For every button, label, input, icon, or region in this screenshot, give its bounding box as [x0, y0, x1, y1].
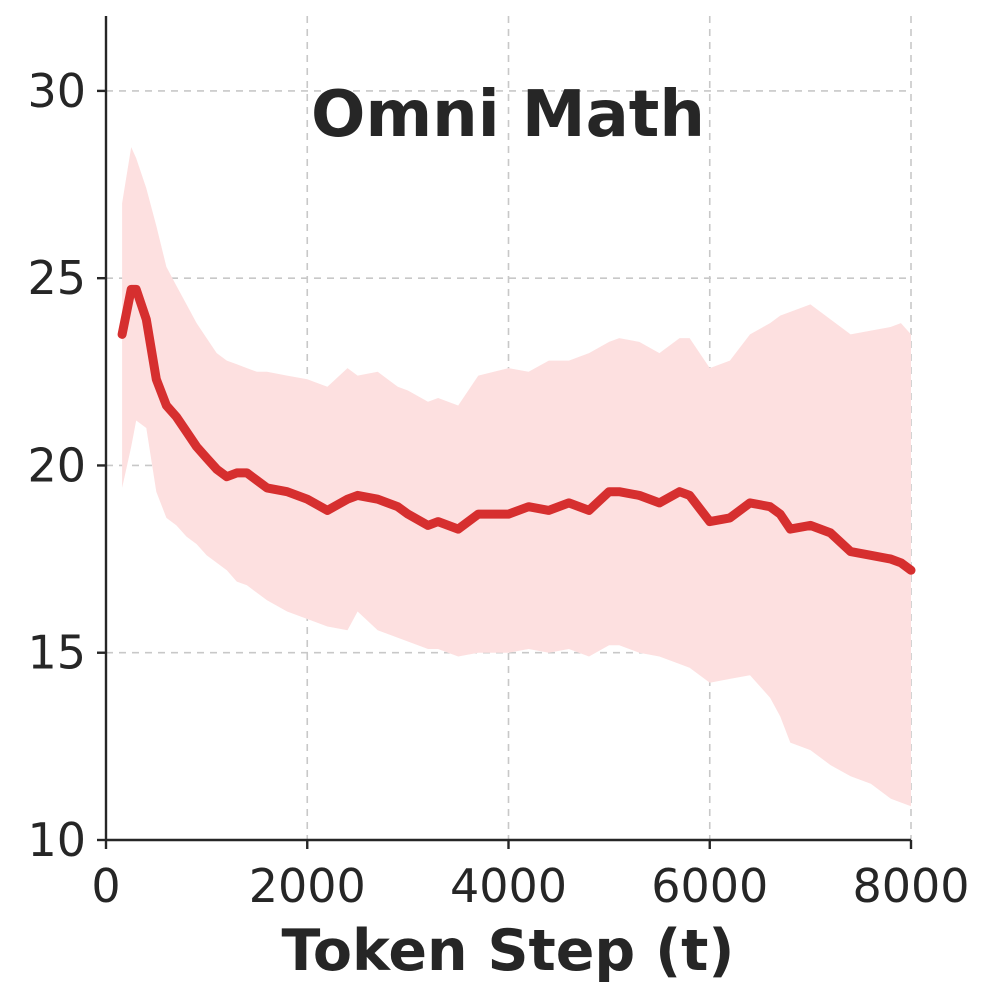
confidence-band-layer [122, 147, 912, 807]
y-tick-label: 20 [27, 438, 86, 492]
confidence-band [122, 147, 912, 807]
x-tick-label: 8000 [852, 859, 969, 913]
x-tick-label: 6000 [651, 859, 768, 913]
x-tick-label: 4000 [450, 859, 567, 913]
y-tick-label: 30 [27, 64, 86, 118]
chart-title: Omni Math [311, 78, 705, 152]
x-tick-label: 2000 [249, 859, 366, 913]
series-line-layer [117, 284, 916, 575]
y-tick-label: 15 [27, 626, 86, 680]
x-axis-title: Token Step (t) [282, 918, 735, 984]
y-tick-label: 10 [27, 813, 86, 867]
series-line [117, 284, 916, 575]
x-tick-label: 0 [91, 859, 120, 913]
tick-labels: 0 2000 4000 6000 8000 10 15 20 25 30 [27, 64, 969, 913]
y-tick-label: 25 [27, 251, 86, 305]
